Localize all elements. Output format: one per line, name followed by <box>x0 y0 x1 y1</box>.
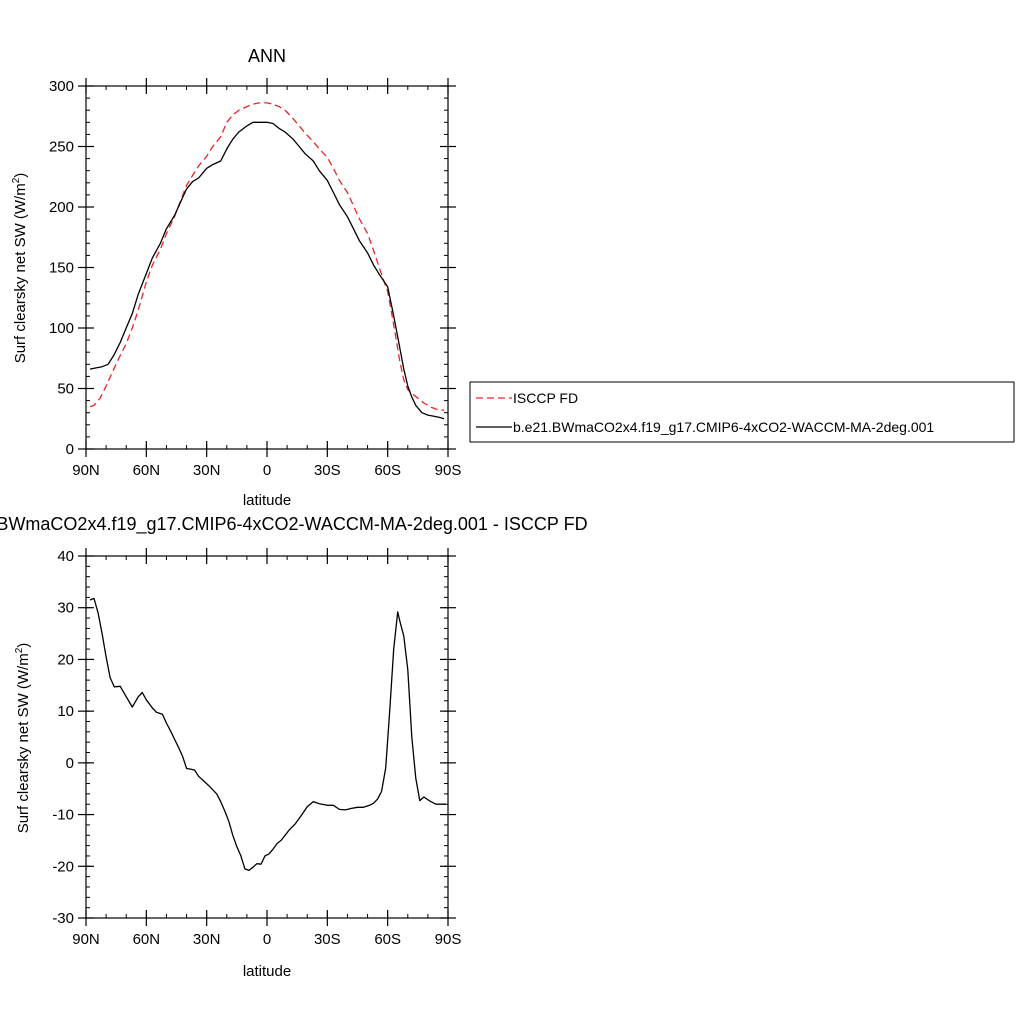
legend-label-isccp-fd: ISCCP FD <box>513 390 578 406</box>
bottom-chart-x-tick-label: 90N <box>72 931 100 948</box>
top-chart-y-tick-label: 200 <box>49 199 74 216</box>
top-chart-series-line-1 <box>89 121 445 420</box>
top-chart-y-axis-title: Surf clearsky net SW (W/m2) <box>11 173 29 364</box>
top-chart-y-tick-label: 50 <box>57 381 74 398</box>
top-chart-title: ANN <box>248 46 286 66</box>
top-chart-y-tick-label: 300 <box>49 78 74 95</box>
bottom-chart-x-tick-label: 30S <box>314 931 341 948</box>
bottom-chart-y-axis-title-end: ) <box>15 643 32 648</box>
top-chart-y-axis-title-sup: 2 <box>11 177 22 183</box>
bottom-chart-title: b.e21.BWmaCO2x4.f19_g17.CMIP6-4xCO2-WACC… <box>0 514 588 535</box>
bottom-chart-y-tick-label: -10 <box>52 807 74 824</box>
bottom-chart-y-tick-label: -20 <box>52 858 74 875</box>
top-chart-y-tick-label: 150 <box>49 260 74 277</box>
legend-frame <box>469 381 1015 443</box>
top-chart-y-axis-title-main: Surf clearsky net SW (W/m <box>12 183 29 363</box>
top-chart-y-tick-label: 250 <box>49 139 74 156</box>
bottom-chart-y-tick-label: 0 <box>66 755 74 772</box>
top-chart-x-tick-label: 60N <box>133 462 161 479</box>
top-chart-x-axis-title: latitude <box>243 492 291 509</box>
top-chart-x-tick-label: 30N <box>193 462 221 479</box>
top-chart-y-tick-label: 100 <box>49 320 74 337</box>
top-chart-legend: ISCCP FD b.e21.BWmaCO2x4.f19_g17.CMIP6-4… <box>469 381 1015 443</box>
top-chart-x-tick-label: 0 <box>263 462 271 479</box>
bottom-chart-y-tick-label: 30 <box>57 600 74 617</box>
bottom-chart-y-axis-title: Surf clearsky net SW (W/m2) <box>14 643 32 834</box>
bottom-chart-x-tick-label: 0 <box>263 931 271 948</box>
bottom-chart-x-axis-title: latitude <box>243 963 291 980</box>
top-chart-series-line-0 <box>89 102 445 411</box>
bottom-chart-series-line-0 <box>89 597 446 872</box>
top-chart-x-tick-label: 30S <box>314 462 341 479</box>
top-chart-y-tick-label: 0 <box>66 441 74 458</box>
bottom-chart-y-tick-label: 20 <box>57 651 74 668</box>
bottom-chart: b.e21.BWmaCO2x4.f19_g17.CMIP6-4xCO2-WACC… <box>0 514 588 980</box>
bottom-chart-y-tick-label: -30 <box>52 910 74 927</box>
top-chart-x-tick-label: 90N <box>72 462 100 479</box>
bottom-chart-y-tick-label: 40 <box>57 548 74 565</box>
bottom-chart-y-axis-title-sup: 2 <box>14 647 25 653</box>
top-chart-x-tick-label: 90S <box>435 462 462 479</box>
bottom-chart-y-tick-label: 10 <box>57 703 74 720</box>
bottom-chart-x-tick-label: 60S <box>374 931 401 948</box>
legend-label-model: b.e21.BWmaCO2x4.f19_g17.CMIP6-4xCO2-WACC… <box>513 419 934 435</box>
top-chart-y-axis-title-end: ) <box>12 173 29 178</box>
bottom-chart-x-tick-label: 60N <box>133 931 161 948</box>
top-chart: ANN 90N 60N 30N 0 30S 60S 90S 0 50 100 150 200 250 30… <box>11 46 461 509</box>
bottom-chart-x-tick-label: 90S <box>435 931 462 948</box>
top-chart-x-tick-label: 60S <box>374 462 401 479</box>
bottom-chart-x-tick-label: 30N <box>193 931 221 948</box>
bottom-chart-y-axis-title-main: Surf clearsky net SW (W/m <box>15 653 32 833</box>
